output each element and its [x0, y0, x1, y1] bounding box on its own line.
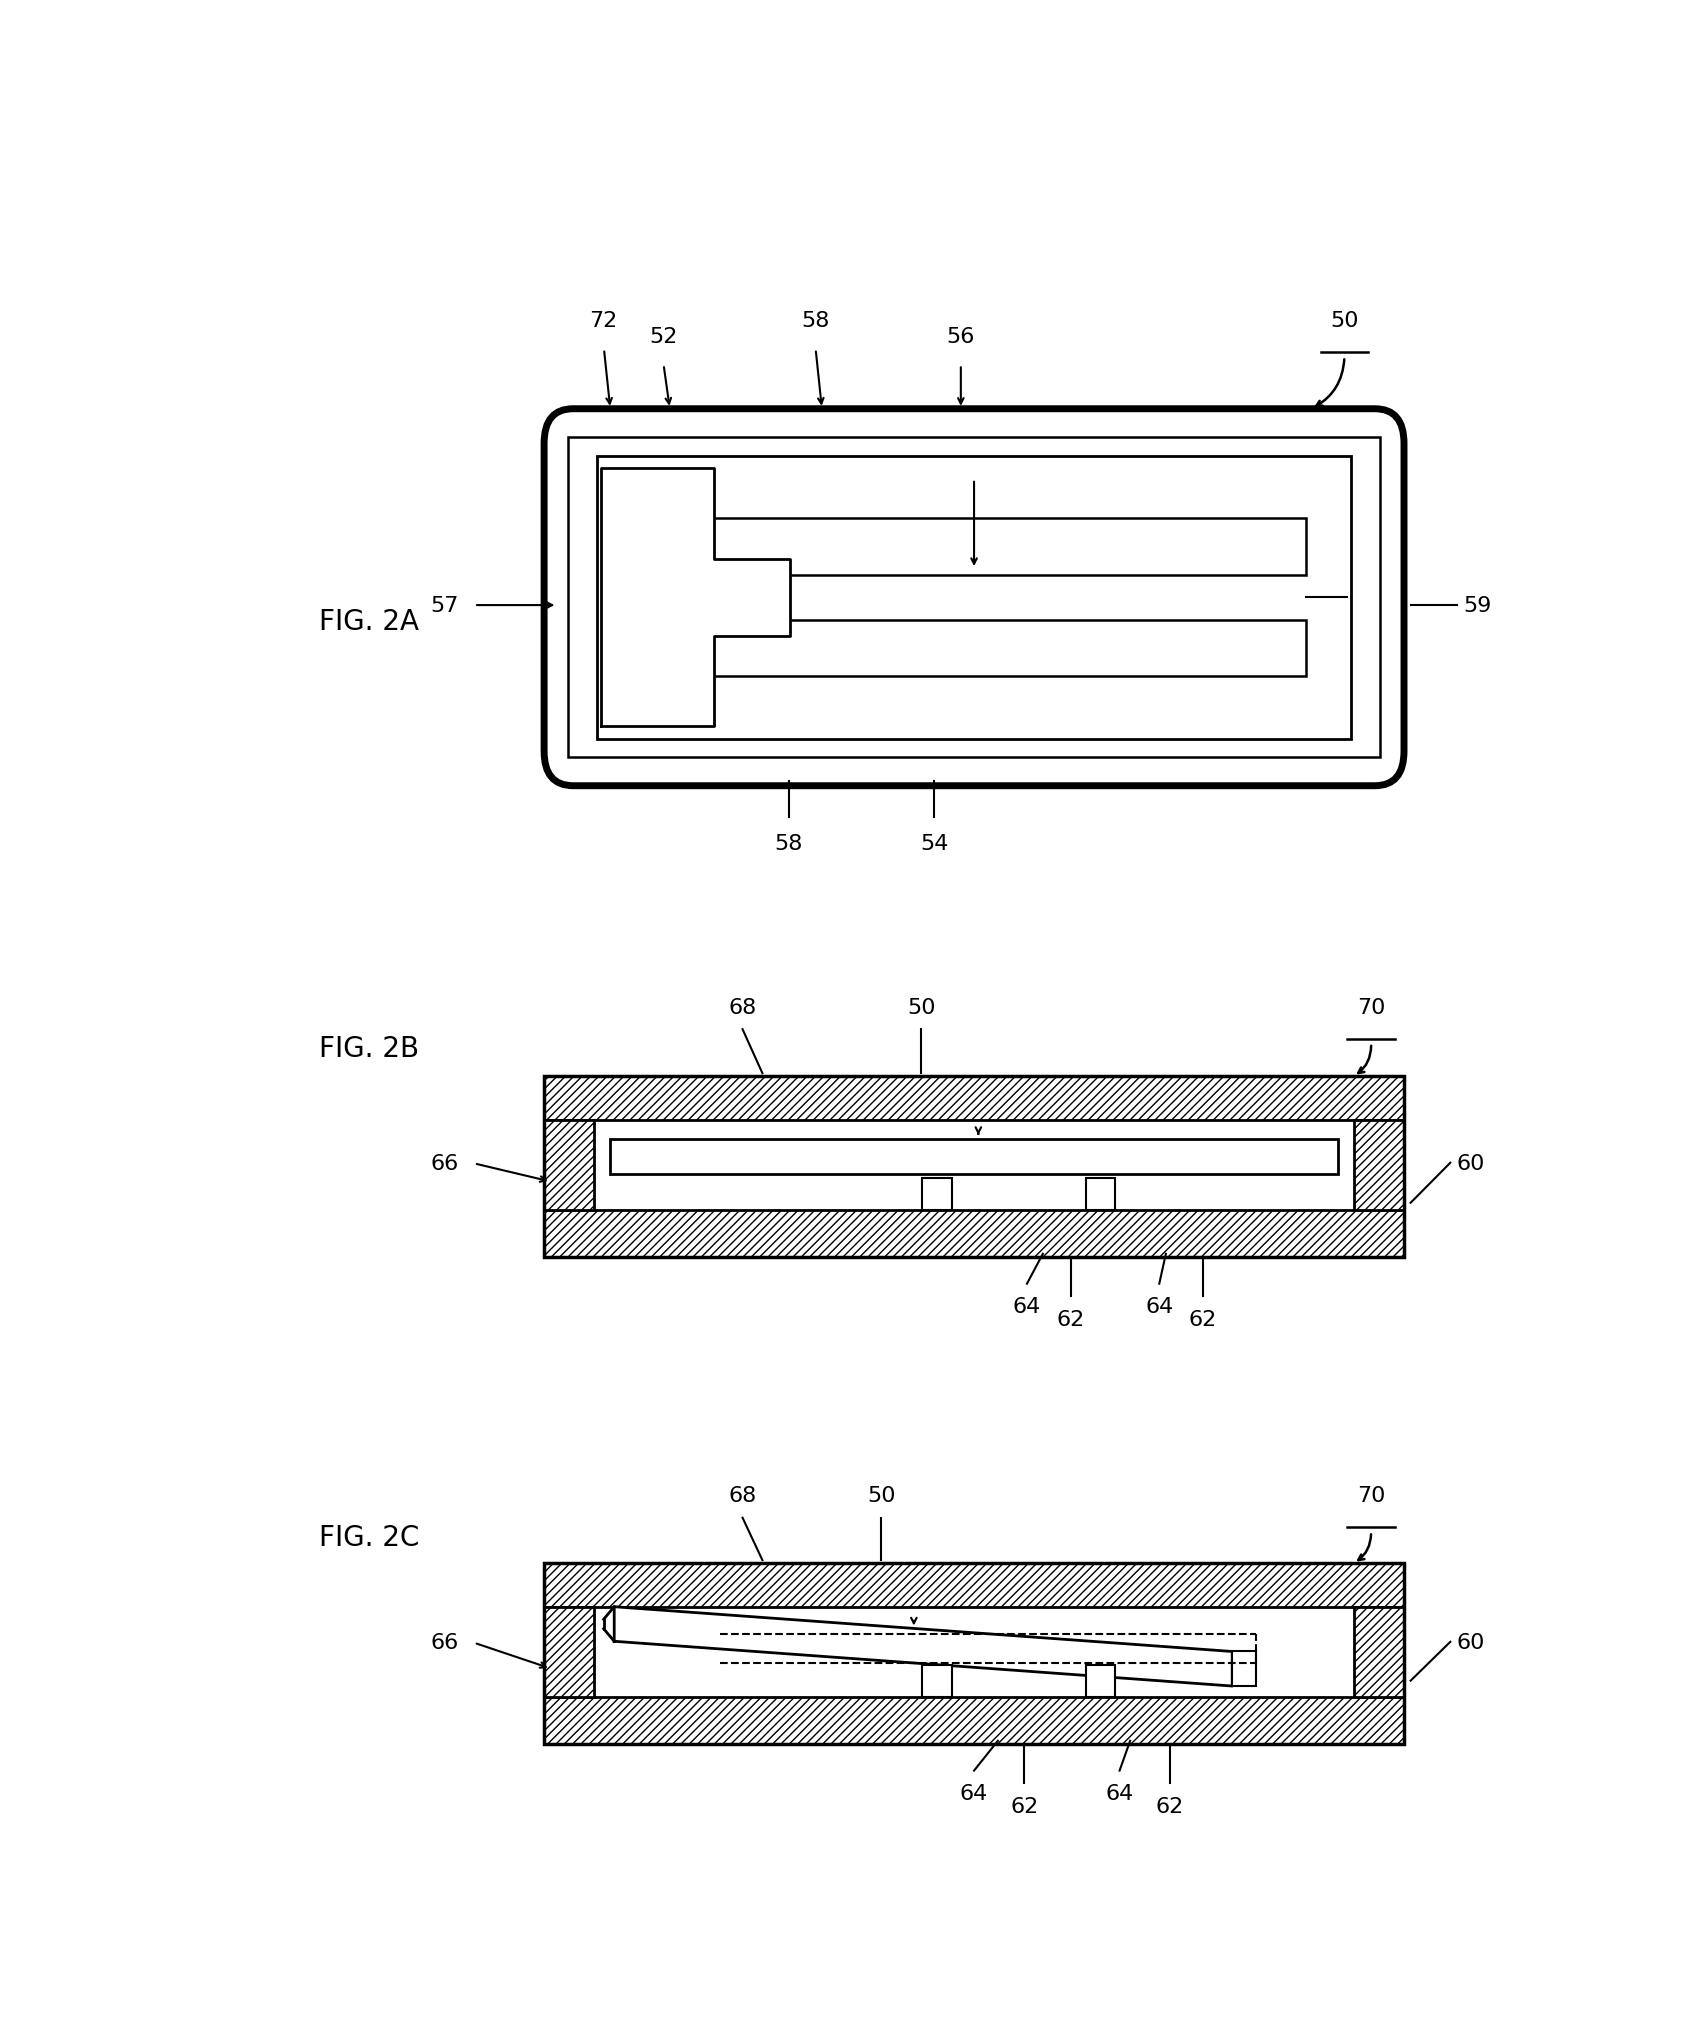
- Text: 54: 54: [920, 834, 949, 854]
- Bar: [1086, 1179, 1115, 1211]
- Text: 60: 60: [1456, 1631, 1485, 1652]
- Bar: [597, 457, 1352, 740]
- Text: 57: 57: [430, 595, 459, 616]
- Text: FIG. 2C: FIG. 2C: [319, 1523, 420, 1552]
- Text: 62: 62: [1011, 1796, 1038, 1817]
- Text: 66: 66: [430, 1631, 459, 1652]
- Text: 58: 58: [775, 834, 802, 854]
- Text: 58: 58: [801, 312, 830, 330]
- Bar: [545, 1211, 1405, 1258]
- Text: 70: 70: [1357, 1486, 1384, 1505]
- Bar: [922, 1179, 951, 1211]
- Text: 64: 64: [1106, 1784, 1133, 1802]
- Bar: [545, 1077, 1405, 1121]
- Text: 56: 56: [947, 326, 975, 347]
- Text: 50: 50: [1330, 312, 1359, 330]
- Bar: [545, 1607, 594, 1696]
- Text: 68: 68: [729, 1486, 756, 1505]
- Text: 52: 52: [649, 326, 678, 347]
- Text: 62: 62: [1057, 1309, 1084, 1329]
- Polygon shape: [615, 1607, 1232, 1686]
- Text: 60: 60: [1456, 1154, 1485, 1172]
- Bar: [1086, 1666, 1115, 1696]
- Text: 59: 59: [1463, 595, 1492, 616]
- Bar: [545, 1564, 1405, 1607]
- FancyBboxPatch shape: [545, 410, 1403, 787]
- Text: 70: 70: [1357, 997, 1384, 1017]
- Text: 64: 64: [959, 1784, 988, 1802]
- Text: 64: 64: [1012, 1297, 1041, 1317]
- Text: 72: 72: [589, 312, 618, 330]
- Bar: [922, 1666, 951, 1696]
- Bar: [1354, 1607, 1403, 1696]
- Bar: [545, 1564, 1405, 1743]
- Bar: [1232, 1652, 1256, 1686]
- Text: 50: 50: [867, 1486, 896, 1505]
- Text: 62: 62: [1156, 1796, 1185, 1817]
- Text: 50: 50: [906, 997, 935, 1017]
- Bar: [1354, 1121, 1403, 1211]
- Bar: [545, 1077, 1405, 1258]
- Text: 62: 62: [1188, 1309, 1217, 1329]
- Bar: [688, 518, 1306, 575]
- Bar: [545, 1696, 1405, 1743]
- Bar: [568, 438, 1381, 759]
- Text: 64: 64: [1145, 1297, 1173, 1317]
- Text: FIG. 2B: FIG. 2B: [319, 1034, 420, 1062]
- Bar: [611, 1140, 1338, 1174]
- Text: FIG. 2A: FIG. 2A: [319, 608, 420, 636]
- Bar: [545, 1121, 594, 1211]
- Polygon shape: [601, 469, 790, 726]
- Bar: [688, 620, 1306, 677]
- Text: 68: 68: [729, 997, 756, 1017]
- Text: 66: 66: [430, 1154, 459, 1172]
